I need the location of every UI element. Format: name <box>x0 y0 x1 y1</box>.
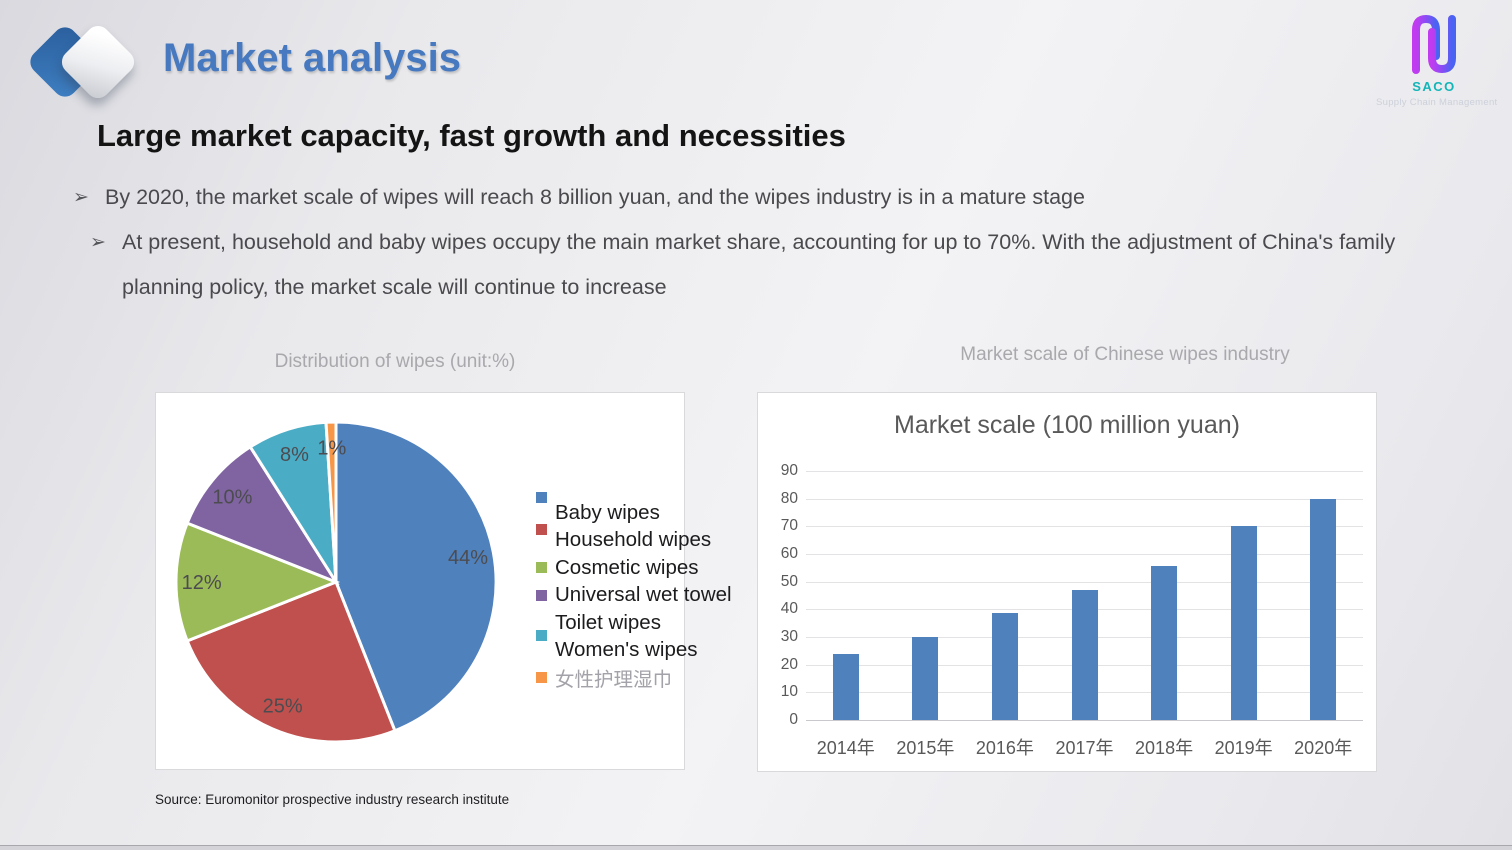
legend-item: Baby wipes <box>536 492 906 527</box>
y-axis-tick-50: 50 <box>780 572 798 590</box>
pie-data-label: 10% <box>212 486 252 508</box>
pie-slice-3 <box>174 521 341 643</box>
x-axis-label: 2014年 <box>816 738 875 758</box>
bar-chart-caption: Market scale of Chinese wipes industry <box>960 344 1290 365</box>
pie-data-label: 44% <box>448 547 488 569</box>
x-axis-label: 2017年 <box>1055 738 1114 758</box>
pie-data-label: 1% <box>317 438 346 460</box>
brand-subtitle: Supply Chain Management <box>1376 97 1498 108</box>
pie-chart-caption: Distribution of wipes (unit:%) <box>274 351 516 372</box>
bullet-arrow-icon: ➢ <box>73 187 89 208</box>
y-axis-tick-40: 40 <box>780 600 798 618</box>
legend-marker <box>536 523 547 535</box>
brand-name: SACO <box>1412 79 1456 94</box>
legend-label: Toilet wipes <box>555 610 661 634</box>
bullet-item-1: ➢ By 2020, the market scale of wipes wil… <box>73 175 1438 220</box>
pie-slice-2 <box>185 580 397 744</box>
pie-slice-4 <box>185 444 340 586</box>
pie-data-label: 12% <box>182 572 222 594</box>
legend-marker <box>536 562 547 574</box>
legend-label: 女性护理湿巾 <box>555 669 673 692</box>
pie-chart-card: 44% 25% 12% 10% 8% 1% Baby wipes Household wip… <box>155 392 732 770</box>
brand-block: SACO Supply Chain Management <box>1376 10 1498 108</box>
bar-2018年 <box>1151 566 1178 720</box>
bar-2019年 <box>1230 526 1257 720</box>
bullet-arrow-icon: ➢ <box>90 232 106 253</box>
pie-slice-6 <box>324 420 338 583</box>
slide-headline: Large market capacity, fast growth and n… <box>97 118 846 153</box>
bar-2017年 <box>1071 589 1098 720</box>
legend-item: 女性护理湿巾 <box>536 664 906 692</box>
gridline-70 <box>806 526 1363 528</box>
legend-item: Cosmetic wipes <box>536 554 906 582</box>
gridline-50 <box>806 581 1363 583</box>
bar-2016年 <box>991 613 1018 720</box>
legend-label: Women's wipes <box>555 638 698 662</box>
gridline-80 <box>806 498 1363 500</box>
bar-chart-card: Market scale (100 million yuan) 0 10 20 30 4… <box>757 392 1377 772</box>
y-axis-tick-0: 0 <box>789 711 798 728</box>
bullet-list: ➢ By 2020, the market scale of wipes wil… <box>73 175 1438 310</box>
y-axis-tick-30: 30 <box>780 628 798 645</box>
legend-marker <box>536 589 547 601</box>
pie-slice-1 <box>334 420 498 733</box>
gridline-90 <box>806 471 1363 472</box>
y-axis-tick-20: 20 <box>780 655 798 673</box>
y-axis-tick-80: 80 <box>780 489 798 507</box>
bar-2014年 <box>832 653 859 720</box>
page-title: Market analysis <box>163 36 461 80</box>
saco-logo-icon <box>1412 14 1456 74</box>
slide-bottom-edge <box>0 845 1512 850</box>
bullet-text: At present, household and baby wipes occ… <box>122 230 1396 299</box>
y-axis-tick-90: 90 <box>780 462 798 479</box>
legend-label: Universal wet towel <box>555 583 732 607</box>
bar-chart-title: Market scale (100 million yuan) <box>894 411 1240 439</box>
legend-label: Baby wipes <box>555 500 660 524</box>
source-note: Source: Euromonitor prospective industry… <box>155 792 510 807</box>
gridline-0 <box>806 720 1363 721</box>
legend-item: Household wipes <box>536 523 906 555</box>
x-axis-label: 2018年 <box>1135 738 1194 758</box>
bar-2020年 <box>1310 498 1337 720</box>
pie-chart-legend: Baby wipes Household wipes Cosmetic wipes U… <box>536 492 906 692</box>
legend-item: Toilet wipes <box>536 609 906 642</box>
x-axis-label: 2015年 <box>896 738 955 758</box>
legend-marker <box>536 630 547 642</box>
pie-chart: 44% 25% 12% 10% 8% 1% <box>174 420 498 744</box>
y-axis-tick-60: 60 <box>780 545 798 562</box>
bullet-item-2: ➢ At present, household and baby wipes o… <box>73 220 1438 310</box>
pie-data-label: 25% <box>263 695 303 717</box>
y-axis-tick-10: 10 <box>780 683 798 701</box>
x-axis-label: 2019年 <box>1214 738 1273 758</box>
legend-label: Household wipes <box>555 528 712 552</box>
x-axis-label: 2020年 <box>1294 738 1353 758</box>
legend-item: Women's wipes <box>536 637 906 665</box>
pie-data-label: 8% <box>280 444 309 466</box>
bar-2015年 <box>912 637 939 720</box>
gridline-60 <box>806 554 1363 555</box>
legend-label: Cosmetic wipes <box>555 555 699 579</box>
legend-marker <box>536 492 547 504</box>
slide-header-logo <box>25 10 142 114</box>
bullet-text: By 2020, the market scale of wipes will … <box>105 185 1085 209</box>
bar-chart-plot-area <box>806 471 1363 721</box>
legend-marker <box>536 672 547 684</box>
y-axis-tick-70: 70 <box>780 517 798 535</box>
x-axis-label: 2016年 <box>975 738 1034 758</box>
legend-item: Universal wet towel <box>536 582 906 610</box>
